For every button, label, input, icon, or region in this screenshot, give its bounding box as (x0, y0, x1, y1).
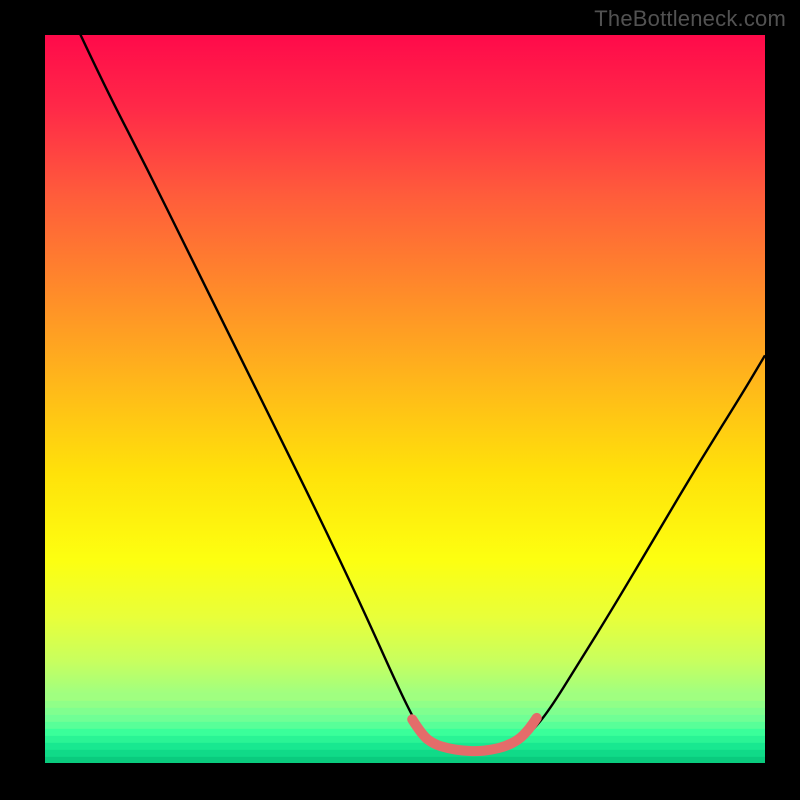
watermark-text: TheBottleneck.com (594, 6, 786, 32)
plot-area (45, 35, 765, 763)
gradient-background (45, 35, 765, 763)
chart-stage: TheBottleneck.com (0, 0, 800, 800)
bottom-band (45, 694, 765, 763)
bottleneck-curve-chart (45, 35, 765, 763)
